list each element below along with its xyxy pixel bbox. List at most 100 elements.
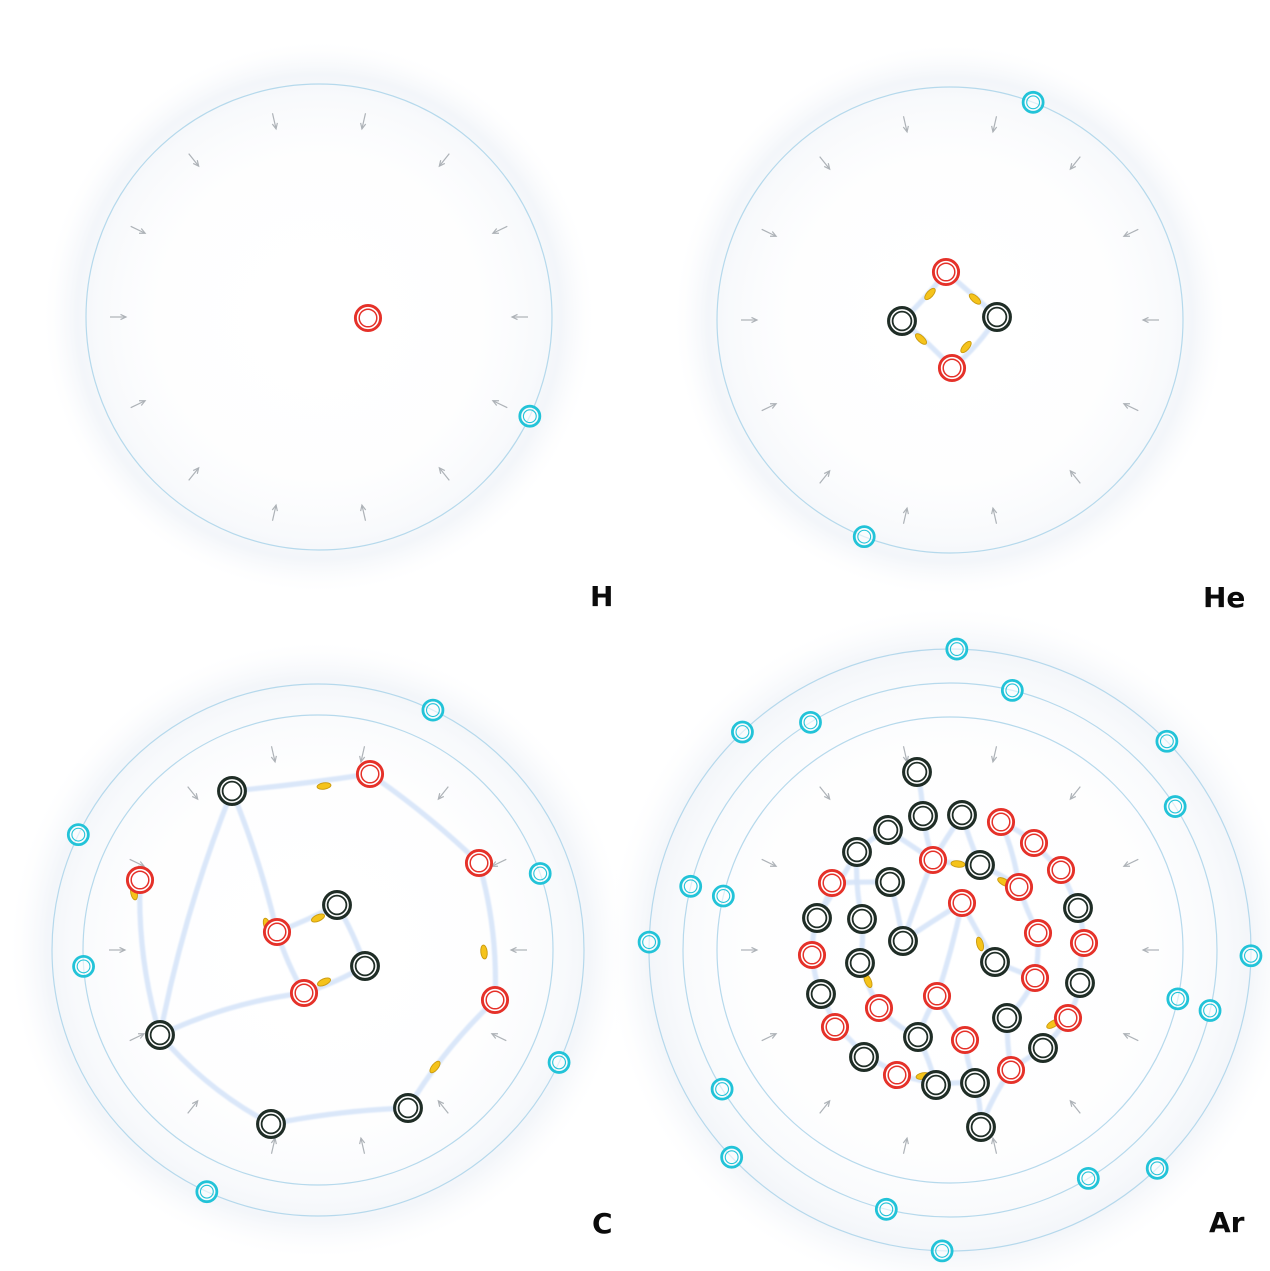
proton	[797, 940, 827, 970]
inward-arrow-icon	[991, 1136, 998, 1154]
nucleon-bond	[157, 990, 307, 1038]
electron	[547, 1051, 571, 1074]
electron-shell	[51, 683, 585, 1217]
inward-arrow-icon	[1069, 469, 1081, 484]
inward-arrow-icon	[490, 1033, 507, 1042]
inward-arrow-icon	[491, 400, 508, 409]
panel-C: C	[7, 639, 629, 1261]
inward-arrow-icon	[360, 503, 367, 521]
electron	[1166, 987, 1190, 1011]
electron	[1021, 90, 1045, 114]
inward-arrow-icon	[902, 506, 909, 524]
gluon-particle	[311, 913, 325, 923]
neutron	[875, 867, 905, 897]
electron-shell	[82, 714, 554, 1186]
gluon-particle	[429, 1060, 441, 1074]
electron	[930, 1239, 954, 1263]
inward-arrow-icon	[761, 858, 778, 867]
gluon-particle	[975, 936, 985, 952]
neutron	[965, 850, 995, 880]
panel-glow	[41, 39, 597, 595]
proton	[947, 888, 977, 918]
proton	[931, 257, 961, 287]
neutron	[145, 1020, 175, 1050]
inward-arrow-icon	[437, 1099, 449, 1114]
inward-arrow-icon	[1069, 786, 1081, 801]
gluon-particle	[480, 944, 488, 960]
neutron	[842, 837, 872, 867]
inward-arrow-icon	[110, 313, 128, 321]
inward-arrow-icon	[1069, 156, 1081, 171]
electron	[1198, 999, 1222, 1022]
element-label: H	[590, 580, 613, 613]
nucleon-bond	[157, 1032, 274, 1127]
electron	[731, 720, 754, 744]
proton	[1023, 918, 1053, 948]
gluon-particle	[316, 782, 332, 790]
electron-shell	[682, 682, 1218, 1218]
inward-arrow-icon	[360, 113, 367, 131]
inward-arrow-icon	[741, 946, 759, 954]
neutron	[887, 306, 917, 336]
inward-arrow-icon	[359, 1136, 366, 1154]
panel-H: H	[41, 39, 613, 613]
inward-arrow-icon	[188, 153, 200, 168]
neutron	[921, 1070, 951, 1100]
inward-arrow-icon	[819, 786, 831, 801]
neutron	[888, 926, 918, 956]
electron	[679, 874, 703, 898]
nucleon-bond	[268, 1105, 411, 1127]
neutron	[960, 1068, 990, 1098]
proton	[996, 1055, 1026, 1085]
electron	[852, 525, 876, 549]
nucleon-bond	[476, 860, 499, 1003]
inward-arrow-icon	[359, 746, 366, 764]
neutron	[845, 948, 875, 978]
electron	[1163, 795, 1187, 818]
proton	[464, 848, 494, 878]
electron	[1155, 729, 1179, 753]
neutron	[982, 302, 1012, 332]
electron	[421, 698, 445, 722]
proton	[1053, 1003, 1083, 1033]
electron	[72, 954, 95, 978]
neutron	[992, 1003, 1022, 1033]
proton	[922, 981, 952, 1011]
panel-glow	[604, 604, 1270, 1271]
inward-arrow-icon	[437, 786, 449, 801]
inward-arrow-icon	[510, 313, 528, 321]
gluon-particle	[960, 340, 972, 354]
proton	[817, 868, 847, 898]
element-label: He	[1203, 581, 1245, 614]
electron	[799, 710, 822, 734]
inward-arrow-icon	[991, 746, 998, 764]
inward-arrow-icon	[130, 225, 147, 234]
element-label: Ar	[1209, 1206, 1245, 1239]
proton	[262, 917, 292, 947]
gluon-particle	[950, 860, 966, 868]
inward-arrow-icon	[187, 786, 199, 801]
electron	[66, 823, 90, 847]
electron	[1000, 678, 1024, 702]
inward-arrow-icon	[130, 400, 147, 409]
neutron	[802, 903, 832, 933]
electron	[637, 930, 661, 954]
element-label: C	[592, 1207, 613, 1240]
inward-arrow-icon	[187, 1099, 199, 1114]
electron	[1145, 1156, 1169, 1180]
inward-arrow-icon	[819, 469, 831, 484]
inward-arrow-icon	[741, 316, 759, 324]
neutron	[847, 904, 877, 934]
electron-shell	[716, 716, 1184, 1184]
electron	[945, 637, 969, 661]
nucleon-bond	[405, 997, 498, 1111]
proton	[1019, 828, 1049, 858]
inward-arrow-icon	[1122, 1033, 1139, 1042]
proton	[480, 985, 510, 1015]
neutron	[256, 1109, 286, 1139]
inward-arrow-icon	[509, 946, 527, 954]
neutron	[350, 951, 380, 981]
panel-He: He	[672, 42, 1245, 614]
